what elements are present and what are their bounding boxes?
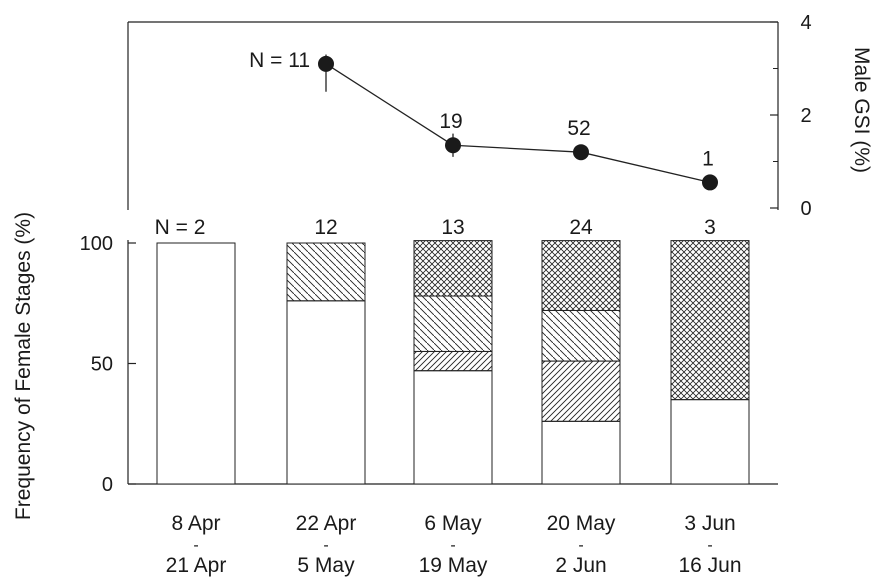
- female-n-label: 12: [314, 216, 337, 239]
- bar-segment-blank: [413, 370, 493, 485]
- x-tick-label-start: 22 Apr: [296, 512, 357, 535]
- female-n-label: 3: [704, 216, 716, 239]
- y-tick-label: 0: [102, 474, 113, 496]
- y-tick-label: 50: [91, 354, 113, 376]
- x-tick-label-dash: -: [193, 537, 198, 554]
- y2-tick-label: 2: [800, 105, 811, 127]
- male-n-label: 19: [439, 110, 462, 133]
- bar-segment-diag-wide: [286, 242, 366, 302]
- y2-tick-label: 0: [800, 198, 811, 220]
- bar-segment-diag-wide: [541, 309, 621, 362]
- male-gsi-point: [445, 137, 461, 154]
- bar-segment-blank: [670, 399, 750, 485]
- female-n-label: N = 2: [155, 216, 206, 239]
- bar-segment-diag-fine: [541, 360, 621, 422]
- x-tick-label-start: 8 Apr: [171, 512, 220, 535]
- y2-tick-label: 4: [800, 12, 811, 34]
- x-tick-label-start: 3 Jun: [684, 512, 735, 535]
- x-tick-label-dash: -: [578, 537, 583, 554]
- bar-segment-blank: [286, 300, 366, 485]
- female-n-label: 24: [569, 216, 593, 239]
- male-gsi-point: [573, 144, 589, 161]
- x-tick-label-start: 6 May: [424, 512, 482, 535]
- bar-segment-crosshatch: [670, 240, 750, 401]
- bar-segment-diag-wide: [413, 295, 493, 352]
- x-tick-label-end: 5 May: [297, 554, 355, 577]
- x-tick-label-dash: -: [323, 537, 328, 554]
- y-axis-label: Frequency of Female Stages (%): [12, 212, 35, 520]
- female-n-label: 13: [441, 216, 464, 239]
- male-n-label: N = 11: [249, 49, 310, 72]
- male-n-label: 52: [567, 117, 590, 140]
- x-tick-label-end: 19 May: [419, 554, 488, 577]
- bar-segment-diag-fine: [413, 350, 493, 372]
- bar-segment-blank: [541, 420, 621, 485]
- male-gsi-line: [325, 63, 711, 184]
- y-tick-label: 100: [80, 233, 113, 255]
- x-tick-label-end: 21 Apr: [166, 554, 227, 577]
- x-tick-label-end: 16 Jun: [678, 554, 741, 577]
- y2-axis-label: Male GSI (%): [850, 47, 873, 173]
- male-n-label: 1: [702, 147, 714, 170]
- bar-segment-crosshatch: [413, 240, 493, 297]
- x-tick-label-end: 2 Jun: [555, 554, 606, 577]
- x-tick-label-dash: -: [450, 537, 455, 554]
- x-tick-label-dash: -: [707, 537, 712, 554]
- male-gsi-point: [702, 174, 718, 191]
- bar-segment-crosshatch: [541, 240, 621, 311]
- bar-segment-blank: [156, 242, 236, 485]
- male-gsi-point: [318, 55, 334, 72]
- x-tick-label-start: 20 May: [547, 512, 616, 535]
